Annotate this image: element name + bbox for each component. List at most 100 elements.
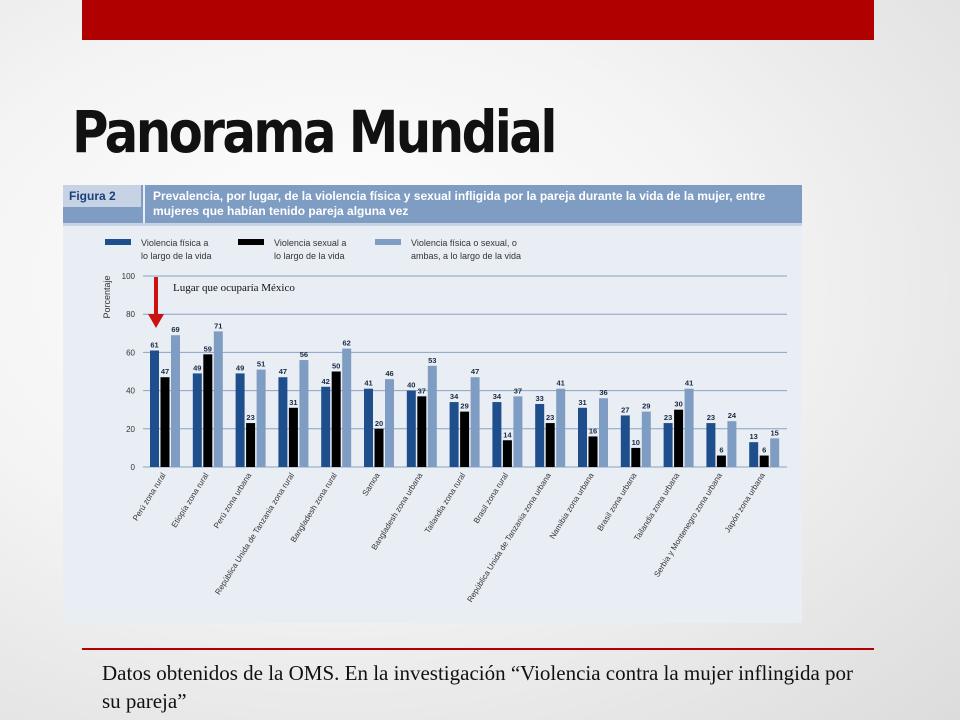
figure-header: Figura 2 Prevalencia, por lugar, de la v… <box>63 185 802 223</box>
data-label: 34 <box>493 392 502 401</box>
data-label: 15 <box>771 428 779 437</box>
bar <box>545 423 555 467</box>
bar <box>299 360 309 467</box>
data-label: 42 <box>322 377 330 386</box>
x-tick-label: Japón zona urbana <box>723 471 767 534</box>
x-tick-label: Brasil zona urbana <box>596 471 639 533</box>
data-label: 6 <box>719 446 723 455</box>
data-label: 56 <box>300 350 308 359</box>
y-tick-label: 20 <box>126 425 135 434</box>
bar <box>470 377 480 467</box>
data-label: 71 <box>214 321 222 330</box>
data-label: 47 <box>279 367 287 376</box>
bar <box>213 331 223 467</box>
page-title: Panorama Mundial <box>72 98 557 166</box>
bar <box>599 398 608 467</box>
data-label: 23 <box>664 413 672 422</box>
bar <box>278 377 288 467</box>
bar <box>727 421 737 467</box>
bar <box>706 423 716 467</box>
data-label: 10 <box>632 438 640 447</box>
legend-label: Violencia física o sexual, o <box>411 238 517 248</box>
data-label: 34 <box>450 392 459 401</box>
data-label: 47 <box>161 367 169 376</box>
bar <box>578 407 587 467</box>
chart-figure: Figura 2 Prevalencia, por lugar, de la v… <box>63 185 802 623</box>
data-label: 41 <box>557 379 565 388</box>
bar <box>192 373 202 467</box>
data-label: 37 <box>418 386 426 395</box>
bar <box>417 396 427 467</box>
bar <box>364 388 373 467</box>
bar <box>492 402 502 467</box>
data-label: 23 <box>246 413 254 422</box>
bar-chart: Violencia física a lo largo de la vida Vio… <box>102 238 787 604</box>
top-accent-bar <box>82 0 874 40</box>
data-label: 59 <box>204 344 212 353</box>
data-label: 29 <box>642 402 650 411</box>
x-tick-label: Tailandia zona rural <box>423 471 468 535</box>
data-label: 31 <box>289 398 297 407</box>
annotation-arrow-head <box>148 314 164 328</box>
legend-swatch <box>238 239 264 245</box>
data-label: 33 <box>536 394 544 403</box>
bar <box>288 407 298 467</box>
data-label: 37 <box>514 386 522 395</box>
data-label: 24 <box>728 411 737 420</box>
data-label: 53 <box>428 356 436 365</box>
data-label: 69 <box>171 325 179 334</box>
annotation-text: Lugar que ocuparía México <box>173 282 295 294</box>
bar <box>171 335 180 467</box>
figure-header-rule <box>63 223 802 226</box>
caption-rule <box>82 648 874 650</box>
legend-swatch <box>105 239 131 245</box>
bar <box>631 447 641 467</box>
data-label: 29 <box>460 402 468 411</box>
x-tick-label: República Unida de Tanzania zona urbana <box>465 471 553 604</box>
figure-title: Prevalencia, por lugar, de la violencia … <box>153 189 766 218</box>
x-tick-label: Bangladesh zona urbana <box>370 471 425 552</box>
legend-label: ambas, a lo largo de la vida <box>411 251 521 261</box>
bar <box>513 396 523 467</box>
data-label: 51 <box>257 360 265 369</box>
data-label: 47 <box>471 367 479 376</box>
data-label: 23 <box>546 413 554 422</box>
bar <box>342 348 352 467</box>
bar <box>770 438 780 467</box>
data-label: 49 <box>236 363 244 372</box>
bar <box>331 371 341 467</box>
x-tick-label: Bangladesh zona rural <box>289 471 339 544</box>
data-label: 6 <box>762 446 766 455</box>
bar <box>246 423 256 467</box>
bar <box>427 365 437 467</box>
bar <box>759 455 769 467</box>
bar <box>749 442 759 467</box>
data-label: 41 <box>364 379 372 388</box>
bar <box>256 369 266 467</box>
data-label: 20 <box>375 419 383 428</box>
data-label: 13 <box>750 432 758 441</box>
x-tick-label: Tailandia zona urbana <box>632 471 681 543</box>
y-tick-label: 100 <box>122 272 136 281</box>
y-tick-label: 0 <box>131 463 136 472</box>
bar <box>556 388 566 467</box>
x-tick-label: Etiopía zona rural <box>170 471 211 529</box>
bar <box>203 354 213 467</box>
legend-label: Violencia física a <box>141 238 208 248</box>
bar <box>535 403 545 467</box>
data-label: 46 <box>385 369 393 378</box>
figure-header-divider <box>143 185 145 223</box>
bar <box>620 415 630 467</box>
bar <box>160 377 170 467</box>
legend-label: lo largo de la vida <box>141 251 212 261</box>
legend-label: Violencia sexual a <box>274 238 346 248</box>
bar <box>406 390 416 467</box>
bar <box>588 436 598 467</box>
data-label: 36 <box>599 388 607 397</box>
y-tick-label: 40 <box>126 387 135 396</box>
bar <box>663 423 673 467</box>
data-label: 31 <box>578 398 586 407</box>
bar <box>235 373 245 467</box>
bar <box>449 402 459 467</box>
bar <box>321 386 331 467</box>
